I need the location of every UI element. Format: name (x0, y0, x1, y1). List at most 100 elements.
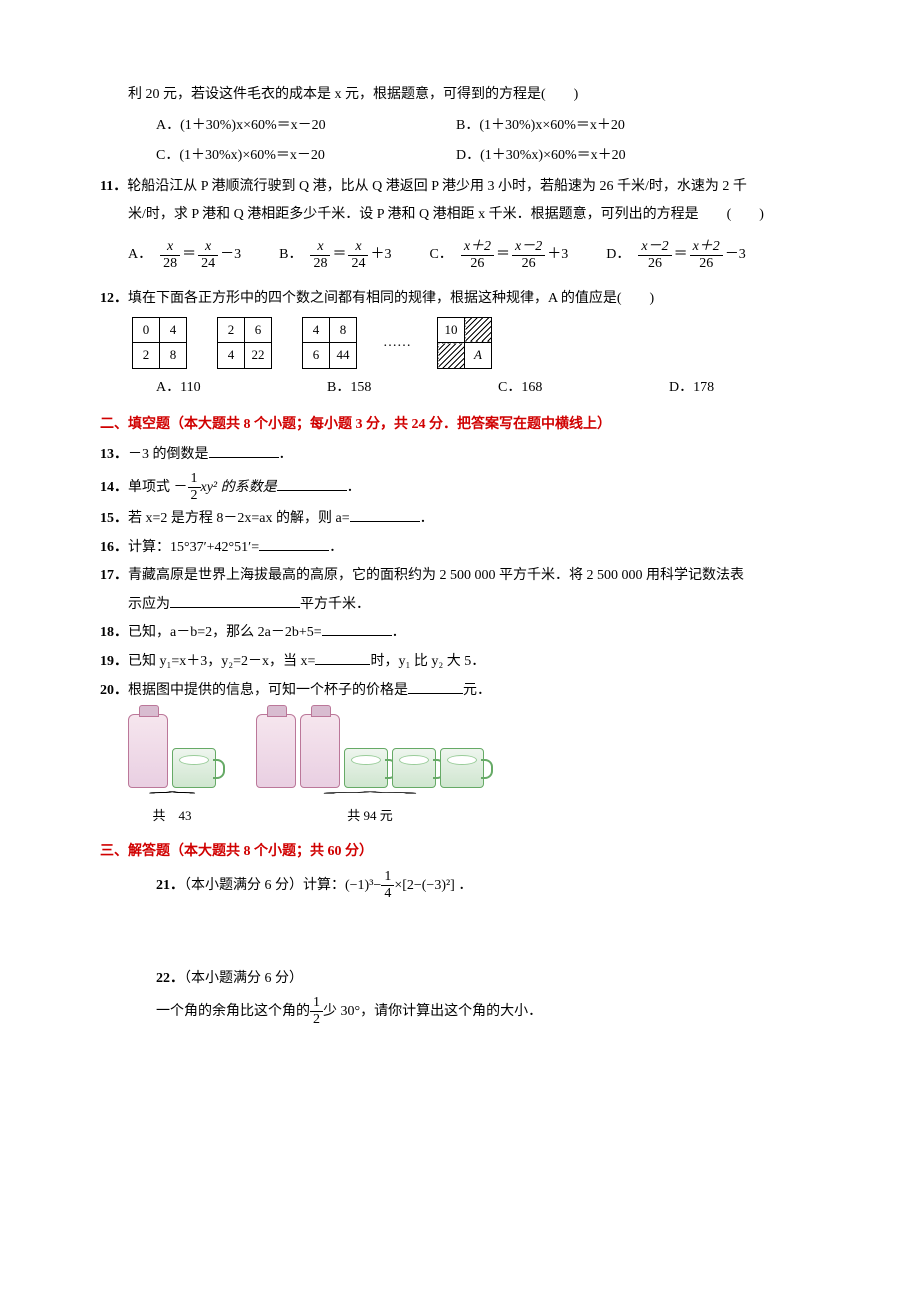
q14-neg: － (174, 480, 188, 495)
q18-tail: ． (392, 625, 406, 640)
q13-text: －3 的倒数是 (128, 447, 209, 462)
q12-optA: A．110 (156, 375, 327, 402)
q16-blank[interactable] (259, 536, 329, 551)
q11-C-ld: 26 (461, 256, 494, 272)
q12-g1: 0428 (132, 317, 187, 369)
q10-optB: B．(1＋30%)x×60%＝x＋20 (456, 113, 716, 140)
q17-blank[interactable] (170, 593, 300, 608)
q11-D-rn: x＋2 (690, 239, 723, 256)
q11-B-rn: x (348, 239, 368, 256)
q13-tail: ． (279, 447, 293, 462)
q12-g1-11: 8 (160, 343, 187, 369)
q12-stem: 填在下面各正方形中的四个数之间都有相同的规律，根据这种规律，A 的值应是( ) (128, 291, 654, 306)
q20-tail: 元． (463, 683, 491, 698)
q11-D-tail: －3 (725, 242, 746, 269)
q20-cap2: 共 94 元 (347, 804, 393, 829)
section3-title: 三、解答题（本大题共 8 个小题；共 60 分） (100, 839, 840, 866)
q12-g1-01: 4 (160, 317, 187, 343)
q22-post: 少 30°，请你计算出这个角的大小． (323, 1004, 542, 1019)
q11-optA: A． x28 ＝ x24 －3 (128, 239, 241, 272)
brace-icon: ⏟ (148, 794, 196, 800)
q21-fn: 1 (381, 869, 394, 886)
q11-C-ln: x＋2 (461, 239, 494, 256)
q11-C-rn: x－2 (512, 239, 545, 256)
q11-A-ld: 28 (160, 256, 180, 272)
q12-g2-10: 4 (218, 343, 245, 369)
q11-B-ln: x (310, 239, 330, 256)
q14-num: 14． (100, 480, 128, 495)
thermos-icon (300, 714, 340, 788)
q21-post: ×[2−(−3)²] ． (394, 878, 472, 893)
q11-optB: B． x28 ＝ x24 ＋3 (279, 239, 391, 272)
q12-line: 12．填在下面各正方形中的四个数之间都有相同的规律，根据这种规律，A 的值应是(… (100, 286, 840, 313)
q11-num: 11． (100, 179, 127, 194)
q11-stem1: 轮船沿江从 P 港顺流行驶到 Q 港，比从 Q 港返回 P 港少用 3 小时，若… (127, 179, 747, 194)
q18-blank[interactable] (322, 621, 392, 636)
q13-blank[interactable] (209, 443, 279, 458)
q22-pre: 一个角的余角比这个角的 (156, 1004, 310, 1019)
q11-B-ld: 28 (310, 256, 330, 272)
q12-g2-01: 6 (245, 317, 272, 343)
q19-num: 19． (100, 654, 128, 669)
q12-g4-10 (438, 343, 465, 369)
q12-grids: 0428 26422 48644 …… 10A (128, 317, 840, 369)
q11-optC: C． x＋226 ＝ x－226 ＋3 (429, 239, 568, 272)
q14-tail: ． (347, 480, 361, 495)
brace-icon: ⏟ (322, 794, 418, 800)
q11-optA-lbl: A． (128, 242, 152, 269)
q14-fn: 1 (188, 471, 201, 488)
q20-group1: ⏟ 共 43 (128, 714, 216, 828)
q14-blank[interactable] (277, 476, 347, 491)
q22-line1: （本小题满分 6 分） (184, 971, 303, 986)
q17-num: 17． (100, 568, 128, 583)
q20: 20．根据图中提供的信息，可知一个杯子的价格是元． (100, 678, 840, 705)
q20-num: 20． (100, 683, 128, 698)
q20-figure: ⏟ 共 43 ⏟ 共 94 元 (128, 714, 840, 828)
q15-tail: ． (420, 511, 434, 526)
section2-title: 二、填空题（本大题共 8 个小题；每小题 3 分，共 24 分．把答案写在题中横… (100, 412, 840, 439)
q12-optD: D．178 (669, 375, 840, 402)
q16-num: 16． (100, 540, 128, 555)
q11-optD-lbl: D． (606, 242, 630, 269)
q20-group2: ⏟ 共 94 元 (256, 714, 484, 828)
q11-optB-lbl: B． (279, 242, 302, 269)
q21-pre: （本小题满分 6 分）计算：(−1)³− (184, 878, 381, 893)
cup-icon (440, 748, 484, 788)
q12-g2-00: 2 (218, 317, 245, 343)
q11-D-ln: x－2 (638, 239, 671, 256)
q12-g4-01 (465, 317, 492, 343)
q12-g1-00: 0 (133, 317, 160, 343)
q16: 16．计算：15°37′+42°51′=． (100, 535, 840, 562)
q12-g3-01: 8 (330, 317, 357, 343)
q11-line1: 11．轮船沿江从 P 港顺流行驶到 Q 港，比从 Q 港返回 P 港少用 3 小… (100, 174, 840, 201)
q11-optD: D． x－226 ＝ x＋226 －3 (606, 239, 746, 272)
q21-num: 21． (156, 878, 184, 893)
cup-icon (344, 748, 388, 788)
q19-blank[interactable] (315, 650, 370, 665)
thermos-icon (128, 714, 168, 788)
q22-fn: 1 (310, 995, 323, 1012)
q12-opts: A．110 B．158 C．168 D．178 (100, 375, 840, 402)
q10-stem-cont: 利 20 元，若设这件毛衣的成本是 x 元，根据题意，可得到的方程是( ) (100, 82, 840, 109)
q11-A-tail: －3 (220, 242, 241, 269)
q12-g4: 10A (437, 317, 492, 369)
q20-blank[interactable] (408, 679, 463, 694)
q17-l1: 17．青藏高原是世界上海拔最高的高原，它的面积约为 2 500 000 平方千米… (100, 563, 840, 590)
q13: 13．－3 的倒数是． (100, 442, 840, 469)
q11-opts: A． x28 ＝ x24 －3 B． x28 ＝ x24 ＋3 C． x＋226… (128, 239, 840, 272)
q12-optB: B．158 (327, 375, 498, 402)
q15-blank[interactable] (350, 507, 420, 522)
q19-pre: 已知 y₁=x＋3，y₂=2－x，当 x= (128, 654, 315, 669)
q10-optD: D．(1＋30%x)×60%＝x＋20 (456, 143, 716, 170)
q12-g3-00: 4 (303, 317, 330, 343)
q17-text1: 青藏高原是世界上海拔最高的高原，它的面积约为 2 500 000 平方千米．将 … (128, 568, 744, 583)
q12-optC: C．168 (498, 375, 669, 402)
q17-l2b: 平方千米． (300, 597, 370, 612)
q18-num: 18． (100, 625, 128, 640)
q10-optA: A．(1＋30%)x×60%＝x－20 (156, 113, 456, 140)
q14-pre: 单项式 (128, 480, 174, 495)
thermos-icon (256, 714, 296, 788)
q12-num: 12． (100, 291, 128, 306)
q22-l1: 22．（本小题满分 6 分） (100, 966, 840, 993)
work-space (100, 904, 840, 964)
